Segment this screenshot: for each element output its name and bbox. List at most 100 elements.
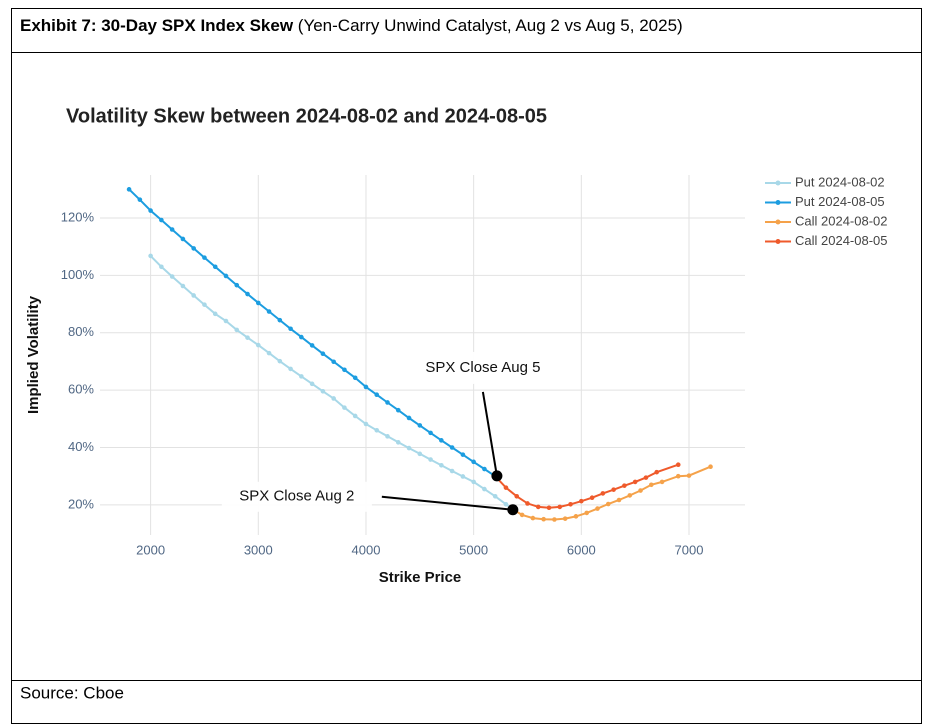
- annotation-point: [491, 470, 503, 482]
- series-point: [552, 517, 557, 522]
- series-point: [530, 515, 536, 521]
- series-point: [245, 291, 250, 297]
- series-point: [514, 493, 520, 499]
- header-title-rest: (Yen-Carry Unwind Catalyst, Aug 2 vs Aug…: [298, 16, 683, 35]
- annotation-line: [481, 391, 498, 477]
- y-tick-label: 120%: [61, 209, 95, 224]
- series-point: [245, 335, 250, 340]
- series-point: [331, 396, 336, 401]
- header-title: Exhibit 7: 30-Day SPX Index Skew (Yen-Ca…: [20, 16, 683, 35]
- annotation-box: [397, 351, 568, 384]
- series-point: [363, 384, 369, 390]
- series-point: [234, 282, 240, 288]
- plot: [126, 187, 713, 522]
- series-point: [191, 293, 196, 298]
- series-point: [255, 342, 261, 348]
- y-tick-label: 40%: [68, 439, 94, 454]
- series-point: [611, 487, 616, 492]
- series-point: [449, 468, 455, 474]
- annotation-box: [221, 481, 372, 512]
- series-point: [482, 466, 487, 472]
- series-point: [159, 217, 164, 223]
- legend-label: Call 2024-08-05: [795, 233, 888, 248]
- series-point: [579, 498, 584, 504]
- series-point: [352, 413, 358, 419]
- series-point: [675, 462, 681, 468]
- series-point: [288, 366, 293, 372]
- series-point: [299, 334, 304, 340]
- series-point: [385, 400, 390, 405]
- series-point: [428, 457, 433, 462]
- series-point: [212, 264, 218, 270]
- series-point: [169, 274, 175, 279]
- series-point: [191, 246, 196, 251]
- series-point: [708, 464, 713, 470]
- y-axis-title: Implied Volatility: [25, 295, 42, 414]
- series-point: [169, 227, 175, 232]
- series-point: [212, 311, 218, 317]
- series-point: [568, 502, 573, 507]
- series-point: [503, 502, 509, 507]
- series-point: [638, 488, 643, 493]
- annotation-text: SPX Close Aug 2: [239, 488, 354, 505]
- series-point: [395, 407, 401, 413]
- series-point: [589, 495, 595, 501]
- x-tick-label: 3000: [244, 542, 273, 557]
- series-point: [180, 236, 186, 242]
- y-tick-label: 100%: [61, 267, 95, 282]
- series-point: [525, 501, 530, 506]
- series-point: [363, 421, 369, 427]
- series-point: [180, 283, 186, 289]
- series-point: [686, 473, 692, 478]
- y-tick-label: 60%: [68, 382, 94, 397]
- series-point: [288, 326, 293, 332]
- series-point: [562, 516, 568, 521]
- legend-dot: [775, 200, 781, 205]
- series-point: [616, 497, 622, 503]
- series-point: [541, 516, 546, 522]
- series-point: [417, 451, 423, 457]
- legend-label: Put 2024-08-02: [795, 174, 885, 189]
- series-point: [460, 474, 466, 479]
- series-point: [385, 434, 390, 439]
- series-point: [659, 479, 665, 485]
- series-point: [320, 351, 326, 357]
- series-point: [503, 485, 509, 490]
- series-point: [654, 469, 660, 475]
- header-title-bold: Exhibit 7: 30-Day SPX Index Skew: [20, 16, 294, 35]
- legend-dot: [775, 219, 781, 225]
- series-point: [573, 514, 579, 519]
- series-point: [471, 479, 476, 485]
- series-point: [439, 462, 444, 468]
- series-point: [277, 358, 283, 364]
- x-tick-label: 2000: [136, 542, 165, 557]
- series-point: [234, 327, 240, 333]
- series-point: [320, 388, 326, 394]
- series-point: [439, 438, 444, 443]
- series-point: [299, 374, 304, 379]
- series-point: [643, 475, 649, 480]
- series-line: [512, 465, 711, 521]
- series-point: [395, 440, 401, 445]
- series-point: [126, 187, 132, 192]
- series-point: [309, 343, 315, 348]
- series-point: [492, 493, 498, 499]
- series-point: [159, 264, 164, 270]
- annotation-text: SPX Close Aug 5: [425, 359, 540, 376]
- series-point: [535, 504, 541, 510]
- series-point: [266, 350, 272, 356]
- series-point: [519, 512, 525, 518]
- series-point: [148, 208, 153, 213]
- series-point: [148, 253, 153, 259]
- series-point: [471, 459, 476, 465]
- annotations: SPX Close Aug 5 SPX Close Aug 2: [221, 351, 568, 516]
- x-tick-label: 7000: [675, 542, 704, 557]
- annotation-point: [507, 504, 519, 516]
- series-point: [627, 493, 633, 498]
- series-point: [374, 427, 380, 433]
- series-point: [584, 510, 590, 516]
- y-tick-label: 80%: [68, 324, 94, 339]
- series-point: [202, 302, 207, 307]
- x-axis-title: Strike Price: [379, 569, 462, 586]
